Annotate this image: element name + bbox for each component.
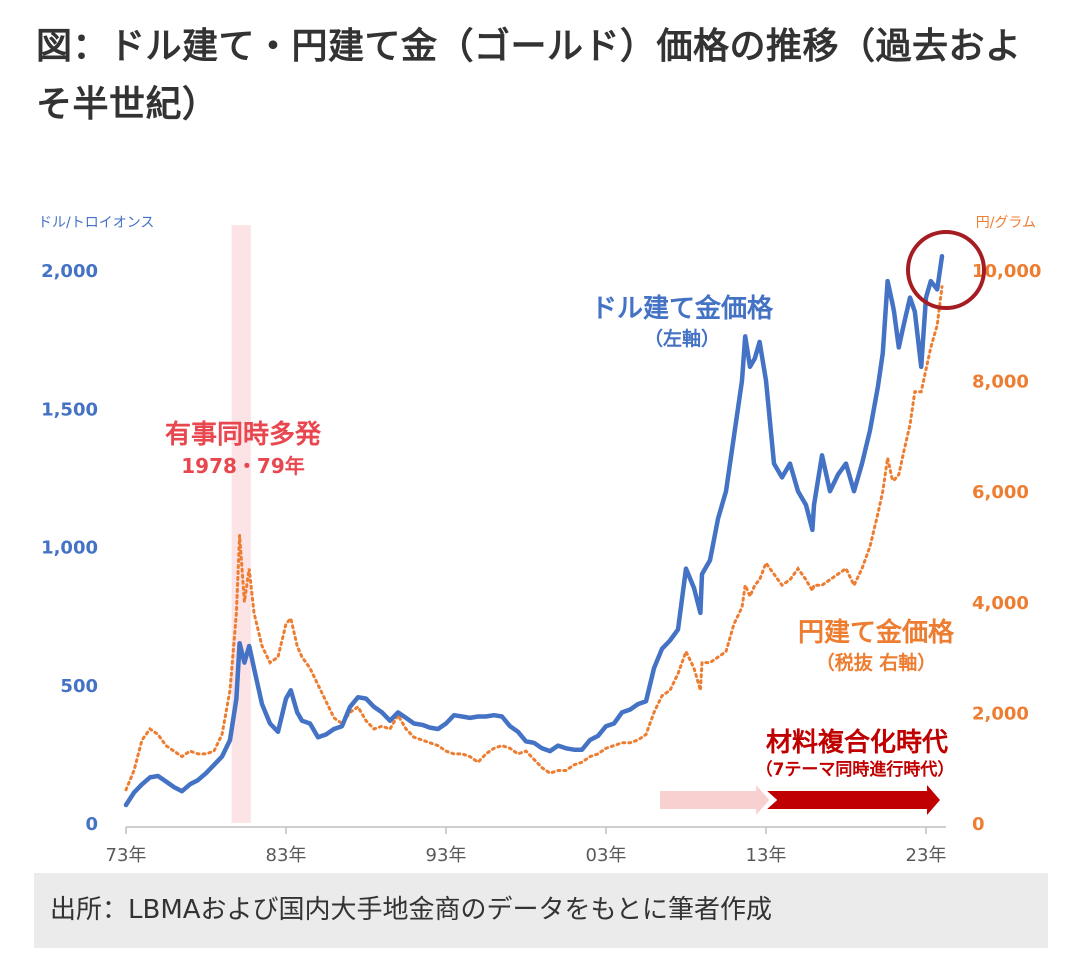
left-tick-label: 2,000 bbox=[41, 261, 98, 282]
x-axis-ticks: 73年 83年 93年 03年 13年 23年 bbox=[106, 827, 947, 866]
right-axis-ticks: 0 2,000 4,000 6,000 8,000 10,000 bbox=[972, 261, 1041, 835]
jpy-gold-price-line bbox=[124, 285, 944, 792]
left-tick-label: 1,500 bbox=[41, 399, 98, 420]
jpy-series-sublabel: （税抜 右軸） bbox=[816, 651, 937, 674]
right-tick-label: 10,000 bbox=[972, 261, 1041, 282]
usd-series-sublabel: （左軸） bbox=[644, 327, 720, 350]
jpy-series-label: 円建て金価格 bbox=[798, 617, 955, 648]
x-tick-label: 73年 bbox=[106, 845, 147, 866]
usd-series-label: ドル建て金価格 bbox=[591, 293, 774, 324]
x-tick-label: 83年 bbox=[266, 845, 307, 866]
x-tick-label: 13年 bbox=[746, 845, 787, 866]
era-arrow-light bbox=[660, 785, 770, 815]
x-tick-label: 03年 bbox=[586, 845, 627, 866]
era-label: 材料複合化時代 bbox=[766, 727, 948, 758]
left-axis-ticks: 0 500 1,000 1,500 2,000 bbox=[41, 261, 98, 835]
usd-gold-price-line bbox=[123, 253, 945, 808]
right-tick-label: 4,000 bbox=[972, 593, 1029, 614]
era-arrow-dark bbox=[767, 785, 940, 815]
x-tick-label: 23年 bbox=[906, 845, 947, 866]
left-tick-label: 500 bbox=[60, 676, 98, 697]
event-highlight-band bbox=[231, 225, 251, 823]
right-tick-label: 8,000 bbox=[972, 372, 1029, 393]
event-years-label: 1978・79年 bbox=[181, 454, 305, 478]
right-axis-unit-label: 円/グラム bbox=[976, 215, 1036, 231]
right-tick-label: 6,000 bbox=[972, 482, 1029, 503]
right-tick-label: 2,000 bbox=[972, 703, 1029, 724]
era-sublabel: （7テーマ同時進行時代） bbox=[756, 759, 955, 780]
left-axis-unit-label: ドル/トロイオンス bbox=[38, 215, 154, 231]
page-title: 図：ドル建て・円建て金（ゴールド）価格の推移（過去およそ半世紀） bbox=[36, 26, 1022, 125]
left-tick-label: 1,000 bbox=[41, 538, 98, 559]
recent-high-circle bbox=[906, 230, 986, 310]
event-label: 有事同時多発 bbox=[165, 420, 322, 450]
gold-price-chart: ドル/トロイオンス 円/グラム 0 500 1,000 1,500 2,000 0 2,0… bbox=[38, 215, 1041, 866]
source-note: 出所：LBMAおよび国内大手地金商のデータをもとに筆者作成 bbox=[34, 873, 1048, 948]
left-tick-label: 0 bbox=[85, 814, 98, 835]
x-tick-label: 93年 bbox=[426, 845, 467, 866]
right-tick-label: 0 bbox=[972, 814, 985, 835]
